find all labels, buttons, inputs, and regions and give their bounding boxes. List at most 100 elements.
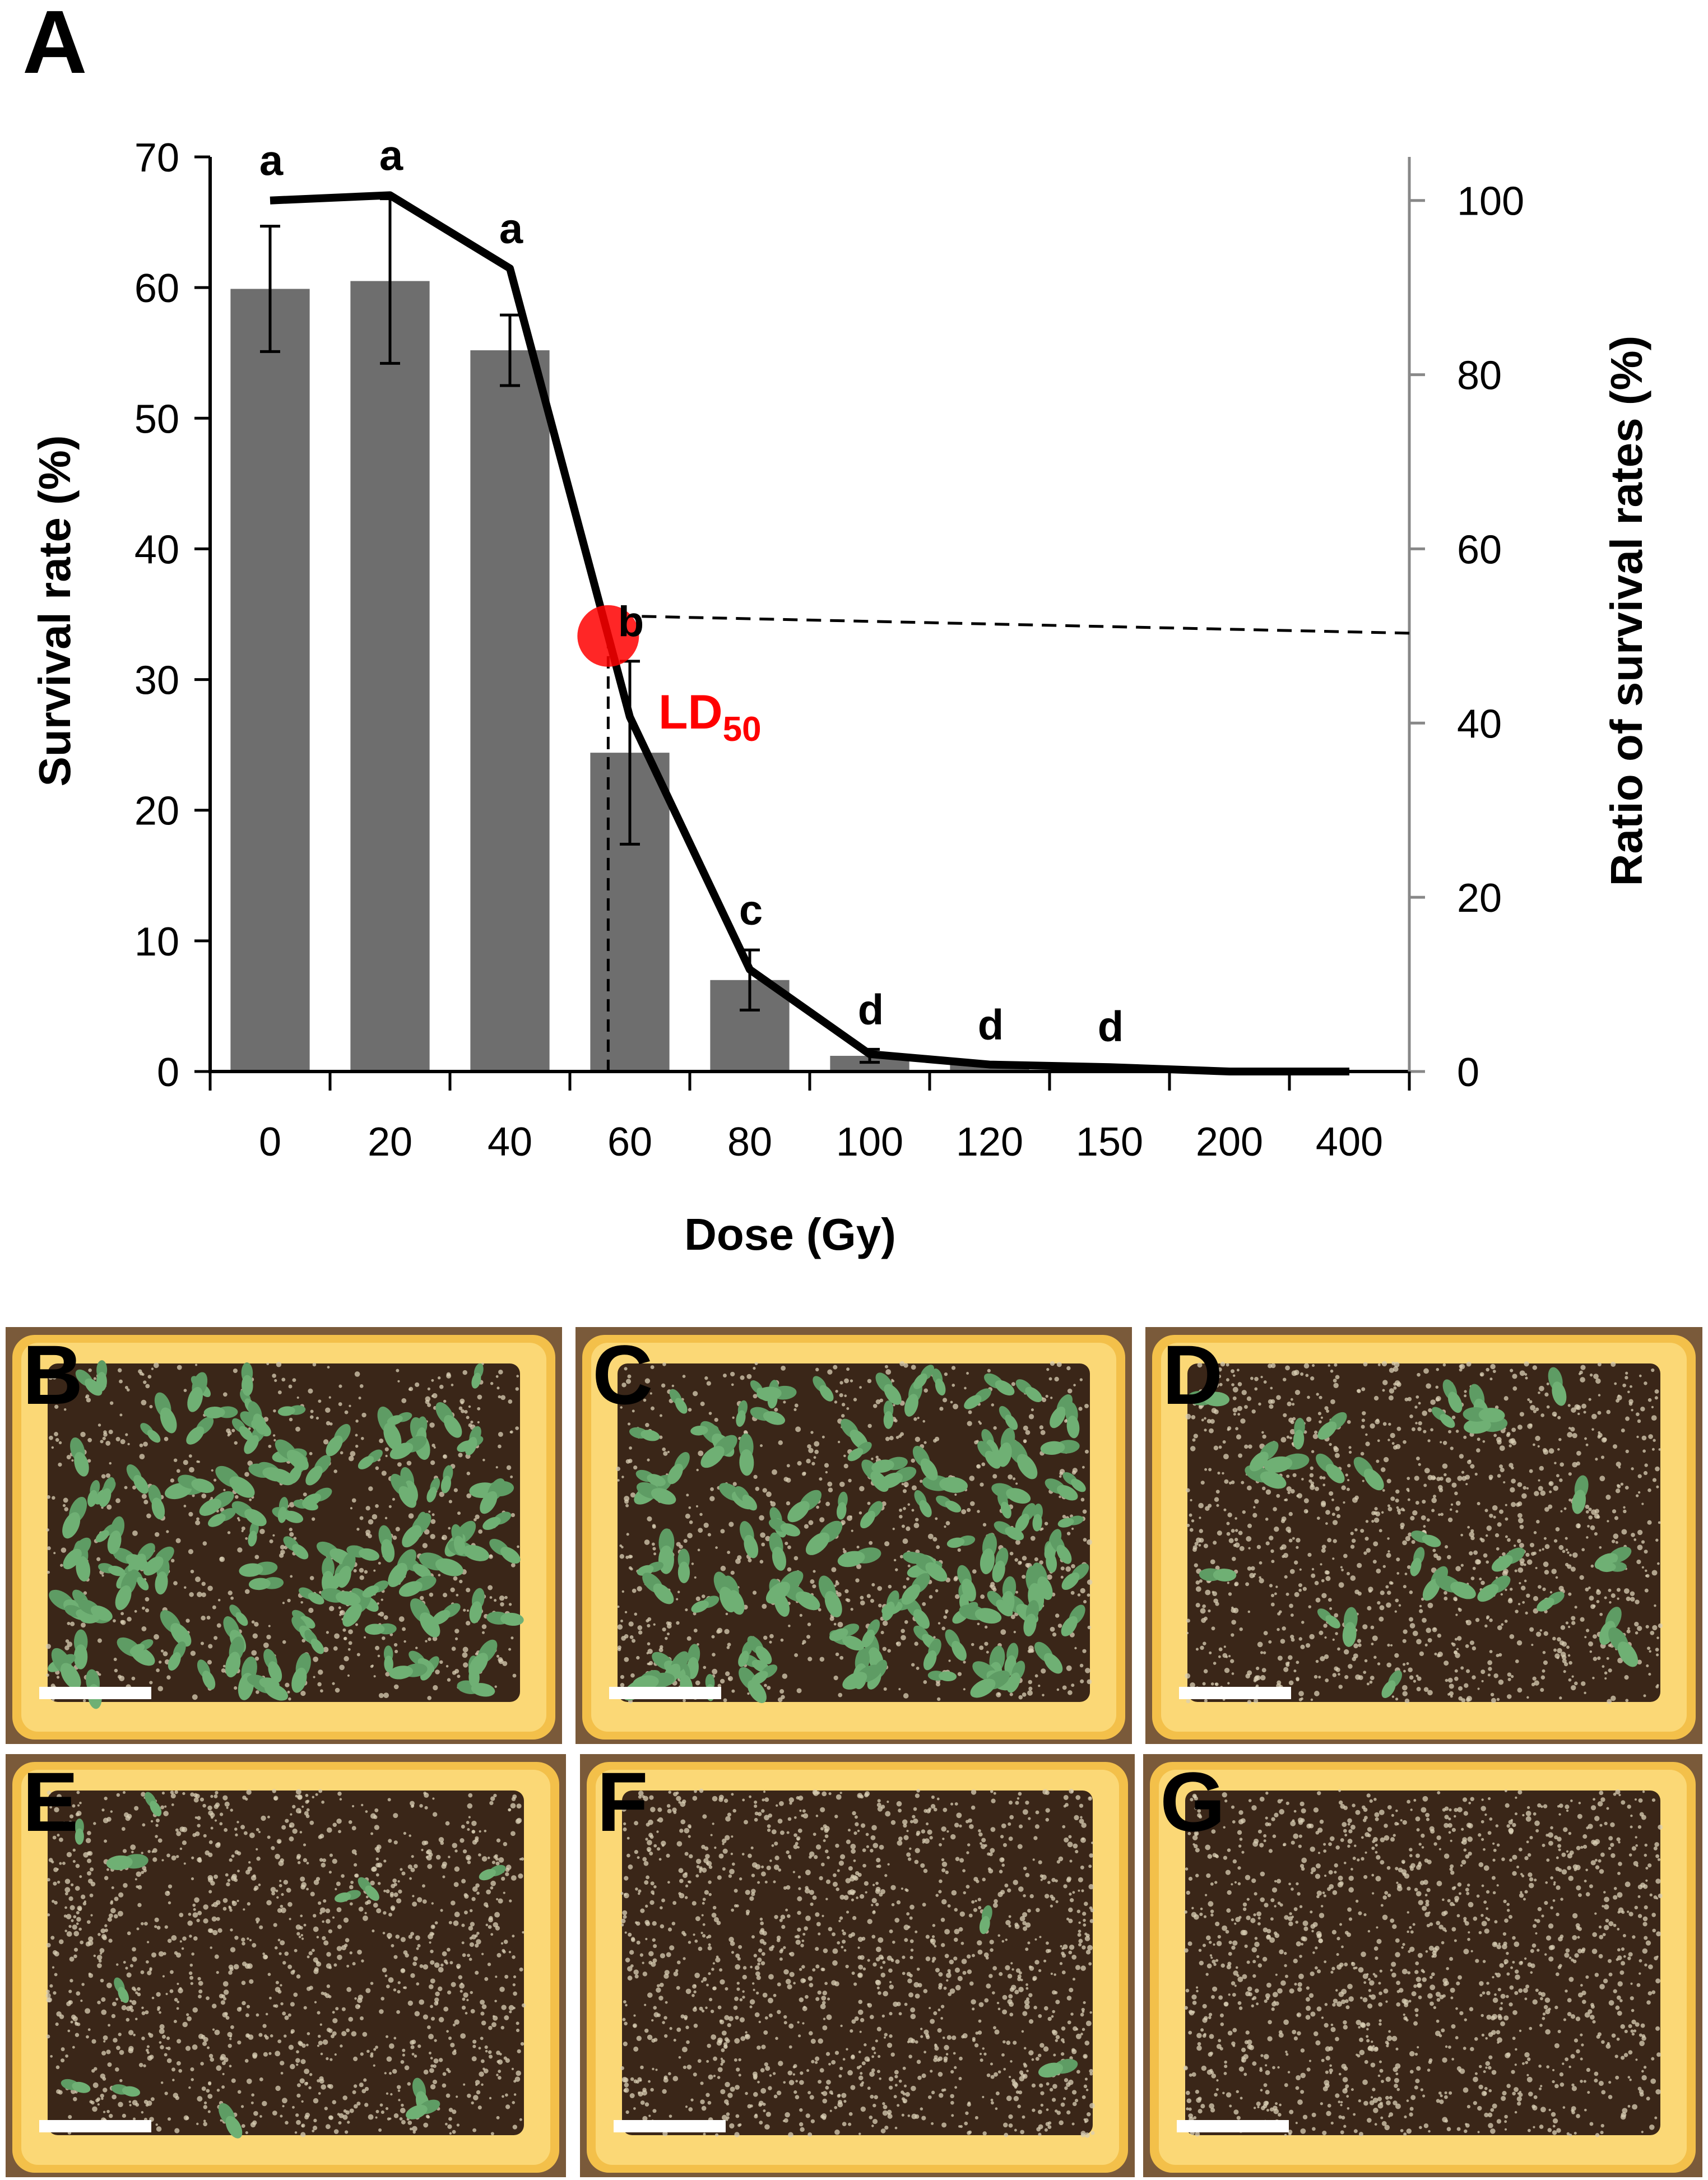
- sand-grain: [255, 1917, 260, 1922]
- sand-grain: [1395, 1499, 1399, 1503]
- sand-grain: [312, 2126, 318, 2131]
- sand-grain: [980, 1842, 982, 1845]
- sand-grain: [1562, 1658, 1567, 1664]
- sand-grain: [781, 1365, 786, 1371]
- sand-grain: [400, 1937, 406, 1942]
- sand-grain: [967, 1421, 972, 1426]
- sand-grain: [318, 1399, 322, 1403]
- sand-grain: [1522, 1601, 1525, 1604]
- sand-grain: [325, 2124, 331, 2130]
- sand-grain: [1281, 1544, 1287, 1550]
- sand-grain: [229, 2035, 232, 2038]
- sand-grain: [1379, 1616, 1384, 1622]
- sand-grain: [273, 1439, 276, 1442]
- sand-grain: [1615, 1541, 1618, 1544]
- sand-grain: [1501, 1623, 1504, 1626]
- sand-grain: [911, 1663, 915, 1667]
- seedling-leaf: [805, 1532, 830, 1555]
- sand-grain: [1460, 1564, 1464, 1567]
- sand-grain: [1505, 1517, 1509, 1521]
- sand-grain: [903, 1482, 909, 1487]
- sand-grain: [889, 1436, 894, 1441]
- sand-grain: [1554, 1653, 1560, 1659]
- sand-grain: [193, 1793, 198, 1798]
- sand-grain: [898, 1688, 901, 1691]
- sand-grain: [462, 1953, 466, 1958]
- sand-grain: [720, 2062, 723, 2066]
- sand-grain: [1436, 1477, 1441, 1481]
- sand-grain: [422, 1899, 427, 1904]
- sand-grain: [697, 1548, 700, 1552]
- sand-grain: [214, 1954, 219, 1959]
- sand-grain: [375, 1504, 379, 1508]
- sand-grain: [429, 1592, 434, 1597]
- sand-grain: [442, 1861, 447, 1867]
- sand-grain: [1315, 1597, 1321, 1603]
- sand-grain: [1296, 1660, 1299, 1664]
- sand-grain: [290, 2031, 294, 2034]
- sand-grain: [1597, 1411, 1602, 1415]
- sand-grain: [1203, 1669, 1208, 1673]
- sand-grain: [46, 1942, 51, 1947]
- sand-grain: [1396, 1506, 1399, 1509]
- sand-grain: [1519, 1543, 1524, 1548]
- sand-grain: [1377, 1601, 1381, 1605]
- sand-grain: [392, 1878, 397, 1883]
- seedling-leaf: [1056, 1544, 1072, 1564]
- sand-grain: [1486, 1560, 1489, 1564]
- sand-grain: [368, 2114, 374, 2120]
- sand-grain: [1611, 1539, 1616, 1543]
- sand-grain: [402, 1986, 406, 1989]
- sand-grain: [403, 1831, 407, 1835]
- sand-grain: [446, 1372, 451, 1377]
- seedling-leaf: [300, 1616, 315, 1629]
- sand-grain: [197, 1460, 200, 1463]
- sand-grain: [731, 1689, 735, 1693]
- sand-grain: [254, 1657, 259, 1661]
- sand-grain: [478, 1529, 483, 1534]
- sand-grain: [1189, 1528, 1194, 1532]
- sand-grain: [352, 2090, 356, 2094]
- sand-grain: [1334, 1666, 1339, 1671]
- sand-grain: [1503, 1481, 1506, 1484]
- sand-grain: [489, 1596, 493, 1599]
- sand-grain: [101, 1474, 106, 1479]
- sand-grain: [151, 1996, 155, 2000]
- sand-grain: [1407, 1565, 1411, 1569]
- sand-grain: [425, 1399, 430, 1404]
- sand-grain: [398, 2099, 401, 2102]
- sand-grain: [407, 2082, 411, 2086]
- sand-grain: [1544, 1570, 1549, 1575]
- sand-grain: [1509, 1588, 1513, 1591]
- sand-grain: [476, 1891, 480, 1895]
- sand-grain: [448, 1500, 452, 1504]
- sand-grain: [419, 1804, 423, 1808]
- sand-grain: [787, 1914, 791, 1918]
- sand-grain: [296, 2050, 299, 2054]
- sand-grain: [106, 1504, 112, 1510]
- sand-grain: [935, 1589, 939, 1593]
- sand-grain: [967, 1508, 971, 1513]
- sand-grain: [327, 1366, 330, 1369]
- sand-grain: [472, 1839, 477, 1845]
- sand-grain: [1244, 1444, 1248, 1449]
- sand-grain: [216, 2065, 222, 2071]
- sand-grain: [1087, 1539, 1093, 1545]
- sand-grain: [346, 1964, 350, 1968]
- sand-grain: [515, 1387, 519, 1391]
- sand-grain: [134, 2017, 138, 2021]
- sand-grain: [397, 1462, 402, 1467]
- sand-grain: [696, 1468, 699, 1472]
- sand-grain: [160, 2045, 164, 2049]
- sand-grain: [645, 1423, 649, 1427]
- sand-grain: [1415, 1501, 1419, 1505]
- sand-grain: [397, 1981, 401, 1984]
- sand-grain: [281, 1825, 286, 1830]
- sand-grain: [1237, 1382, 1242, 1386]
- sand-grain: [461, 1824, 465, 1829]
- sand-grain: [1219, 1383, 1223, 1386]
- seedling-leaf: [147, 1430, 161, 1443]
- sand-grain: [827, 1481, 833, 1487]
- sand-grain: [1461, 1471, 1465, 1474]
- sand-grain: [735, 2015, 739, 2020]
